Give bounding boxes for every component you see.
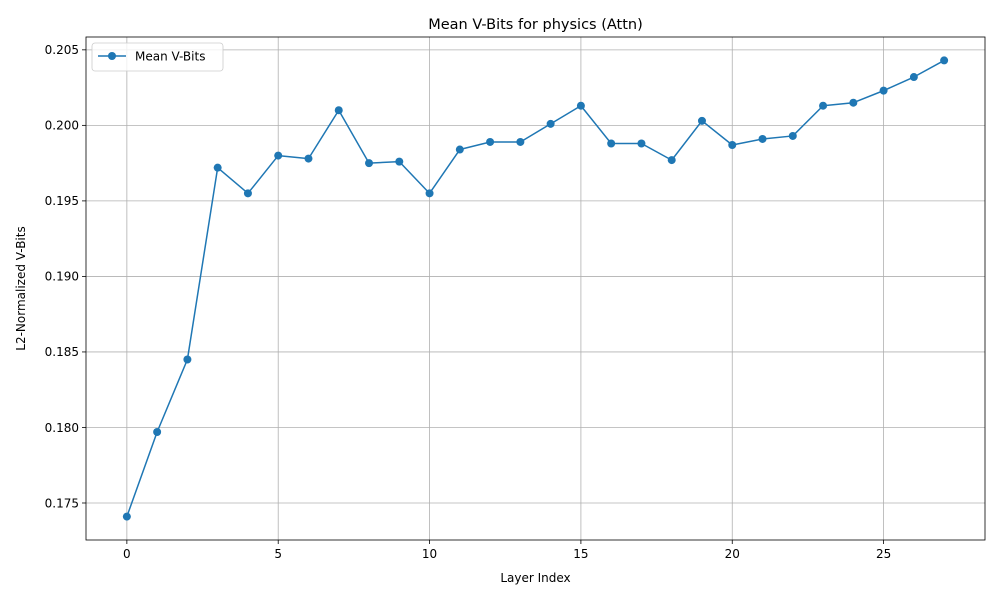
plot-area-background [86,37,985,540]
data-point [667,156,676,165]
y-tick-label: 0.180 [45,421,79,435]
y-tick-label: 0.205 [45,43,79,57]
legend-marker-swatch [108,52,116,60]
grid-lines [86,37,985,540]
data-point [486,137,495,146]
x-tick-label: 0 [123,547,131,561]
data-series [122,56,949,521]
chart-title: Mean V-Bits for physics (Attn) [428,17,643,33]
data-point [940,56,949,65]
x-tick-label: 10 [422,547,437,561]
y-axis-ticks: 0.175 0.180 0.185 0.190 0.195 0.200 0.205 [45,43,86,510]
data-point [334,106,343,115]
data-point [304,154,313,163]
data-point [758,134,767,143]
x-tick-label: 20 [725,547,740,561]
data-point [455,145,464,154]
data-point [365,159,374,168]
data-point [879,86,888,95]
data-point [183,355,192,364]
data-point [153,427,162,436]
data-point [819,101,828,110]
data-point [425,189,434,198]
x-tick-label: 25 [876,547,891,561]
y-axis-label: L2-Normalized V-Bits [14,226,28,350]
data-point [516,137,525,146]
legend: Mean V-Bits [91,42,224,72]
data-point [243,189,252,198]
x-axis-label: Layer Index [500,571,570,585]
data-point [637,139,646,148]
legend-box [91,42,224,72]
data-point [546,119,555,128]
legend-label: Mean V-Bits [135,50,205,64]
data-point [728,141,737,150]
y-tick-label: 0.200 [45,119,79,133]
x-tick-label: 15 [573,547,588,561]
y-tick-label: 0.175 [45,496,79,510]
axes-frame [85,36,986,541]
data-point [274,151,283,160]
x-axis-ticks: 0 5 10 15 20 25 [123,540,891,561]
data-point [849,98,858,107]
y-tick-label: 0.185 [45,345,79,359]
data-point [213,163,222,172]
data-point [697,116,706,125]
x-tick-label: 5 [274,547,282,561]
y-tick-label: 0.195 [45,194,79,208]
data-point [788,131,797,140]
data-point [395,157,404,166]
series-line [126,59,945,517]
data-point [576,101,585,110]
data-point [122,512,131,521]
y-tick-label: 0.190 [45,270,79,284]
data-point [909,73,918,82]
data-point [607,139,616,148]
